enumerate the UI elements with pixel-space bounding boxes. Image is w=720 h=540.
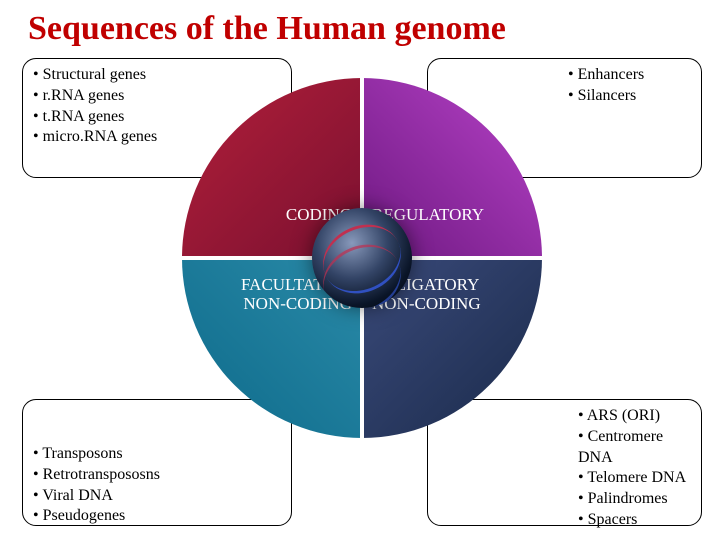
- list-item: Viral DNA: [33, 486, 281, 507]
- obligatory-items: ARS (ORI) Centromere DNA Telomere DNA Pa…: [578, 406, 691, 531]
- list-item: Retrotranspososns: [33, 465, 281, 486]
- facultative-items: Transposons Retrotranspososns Viral DNA …: [33, 444, 281, 527]
- list-item: Transposons: [33, 444, 281, 465]
- list-item: Enhancers: [568, 65, 691, 86]
- list-item: Telomere DNA: [578, 468, 691, 489]
- list-item: Silancers: [568, 86, 691, 107]
- dna-center-icon: [312, 208, 412, 308]
- list-item: ARS (ORI): [578, 406, 691, 427]
- page-title: Sequences of the Human genome: [0, 0, 720, 48]
- list-item: Centromere DNA: [578, 427, 691, 469]
- list-item: Palindromes: [578, 489, 691, 510]
- list-item: Spacers: [578, 510, 691, 531]
- regulatory-items: Enhancers Silancers: [568, 65, 691, 107]
- quadrant-diagram: CODING REGULATORY FACULTATIVE NON-CODING…: [182, 78, 542, 438]
- list-item: Pseudogenes: [33, 506, 281, 527]
